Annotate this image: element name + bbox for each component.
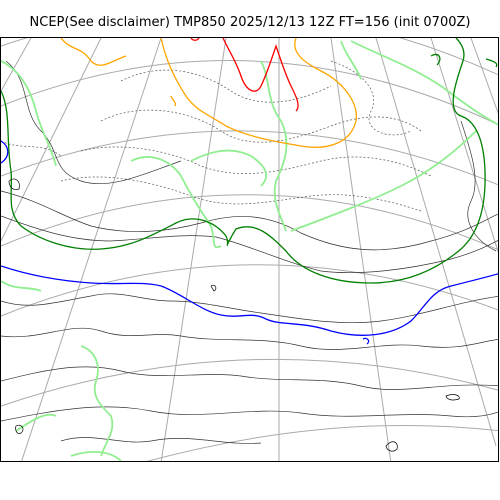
light-green-isotherm (130, 156, 222, 249)
longitude-line (430, 38, 498, 254)
isotherm-dotted-line (120, 69, 332, 103)
isotherm-dotted-line (1, 140, 62, 157)
isotherm-zero (1, 38, 498, 284)
isotherms-thin (1, 60, 498, 444)
longitude-line (330, 38, 392, 461)
light-green-isotherm (340, 40, 362, 80)
isotherm-blue (1, 140, 498, 345)
latitude-line (1, 38, 498, 76)
longitude-line (1, 38, 32, 92)
red-isotherm (222, 38, 299, 112)
light-green-isotherm (190, 149, 268, 187)
isotherm-line (5, 60, 182, 185)
latitude-line (1, 130, 498, 186)
map-title: NCEP(See disclaimer) TMP850 2025/12/13 1… (29, 15, 471, 30)
isotherm-dotted-line (330, 60, 412, 136)
light-green-isotherm (290, 130, 477, 232)
closed-contour (15, 424, 24, 434)
orange-isotherm (160, 38, 357, 148)
longitude-line (375, 38, 497, 447)
closed-contour (8, 178, 20, 190)
light-green-isotherm (1, 60, 57, 167)
light-green-isotherm (260, 60, 288, 232)
longitude-line (1, 38, 102, 242)
closed-contour (445, 394, 460, 401)
light-green-isotherm (15, 413, 57, 432)
isotherm-dotted-line (100, 109, 422, 143)
small-closed-contours (8, 178, 460, 452)
latitude-line (1, 358, 498, 407)
isotherms-dotted (1, 60, 432, 212)
zero-isotherm (430, 53, 441, 66)
light-green-isotherm (80, 345, 114, 457)
longitude-line (160, 38, 227, 461)
latitude-line (1, 264, 498, 317)
latitude-line (146, 424, 498, 461)
light-green-isotherm (1, 280, 42, 292)
latitude-line (1, 194, 498, 251)
isotherm-line (1, 215, 498, 273)
zero-isotherm (1, 38, 486, 284)
isotherm-orange (60, 38, 357, 148)
light-green-isotherm (70, 450, 122, 461)
graticule (1, 38, 498, 461)
light-green-isotherm (350, 40, 498, 126)
isotherm-line (60, 437, 262, 444)
blue-isotherm (362, 337, 370, 345)
blue-isotherm (1, 140, 9, 164)
longitude-line (470, 38, 498, 115)
orange-isotherm (170, 95, 177, 107)
isotherm-line (1, 327, 498, 350)
weather-map (0, 37, 499, 462)
isotherm-line (1, 406, 498, 422)
closed-contour (210, 284, 217, 292)
latitude-line (1, 60, 498, 126)
closed-contour (385, 441, 398, 452)
isotherm-line (460, 120, 497, 252)
orange-isotherm (60, 38, 127, 66)
blue-isotherm (1, 265, 498, 336)
isotherm-dotted-line (60, 176, 422, 212)
isotherms-light-green (1, 40, 498, 461)
isotherm-line (1, 293, 498, 324)
longitude-line (21, 38, 162, 461)
isotherm-line (1, 190, 498, 251)
zero-isotherm (485, 58, 498, 68)
contour-map-svg (1, 38, 498, 461)
isotherm-red (190, 38, 299, 112)
isotherm-line (1, 366, 498, 390)
red-isotherm (190, 38, 200, 41)
isotherm-dotted-line (80, 146, 432, 177)
